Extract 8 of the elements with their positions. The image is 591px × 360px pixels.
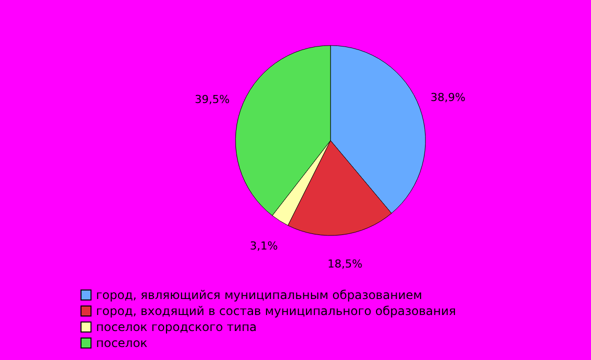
data-label: 3,1% xyxy=(250,239,278,252)
data-label: 18,5% xyxy=(328,258,362,271)
legend-label: поселок городского типа xyxy=(96,320,257,334)
legend-label: город, входящий в состав муниципального образования xyxy=(96,304,456,318)
legend-label: поселок xyxy=(96,336,148,350)
data-label: 39,5% xyxy=(194,93,230,106)
data-label: 38,9% xyxy=(430,90,466,104)
legend-label: город, являющийся муниципальным образованием xyxy=(96,288,422,302)
